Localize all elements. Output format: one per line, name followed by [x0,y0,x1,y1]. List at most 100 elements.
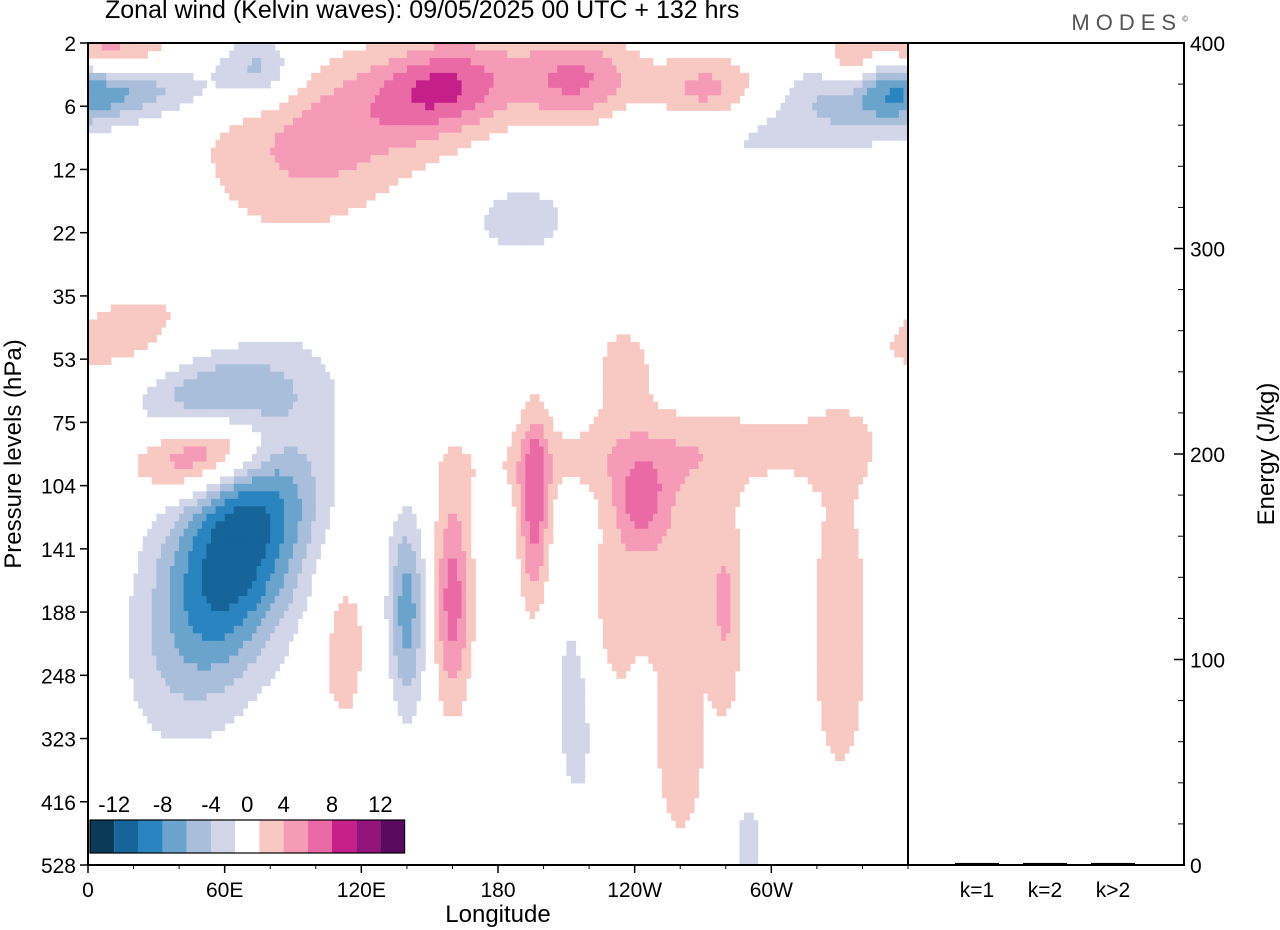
heatmap-cell [315,132,321,141]
heatmap-cell [261,543,267,552]
heatmap-cell [903,117,909,126]
heatmap-cell [889,110,895,119]
heatmap-cell [625,341,631,350]
heatmap-cell [602,95,608,104]
heatmap-cell [124,304,130,313]
heatmap-cell [466,117,472,126]
heatmap-cell [707,521,713,530]
heatmap-cell [625,558,631,567]
heatmap-cell [279,401,285,410]
heatmap-cell [443,95,449,104]
heatmap-cell [821,439,827,448]
heatmap-cell [570,65,577,74]
heatmap-cell [233,147,239,156]
heatmap-cell [707,80,713,89]
heatmap-cell [384,117,390,126]
heatmap-cell [830,506,836,515]
heatmap-cell [293,506,299,515]
heatmap-cell [215,513,221,522]
heatmap-cell [516,431,522,440]
heatmap-cell [247,566,253,575]
heatmap-cell [393,162,399,171]
heatmap-cell [297,214,303,223]
heatmap-cell [233,543,239,552]
heatmap-cell [607,43,613,52]
heatmap-cell [552,80,558,89]
heatmap-cell [826,536,832,545]
heatmap-cell [539,483,545,492]
heatmap-cell [607,468,613,478]
heatmap-cell [252,424,258,433]
heatmap-cell [716,551,722,560]
heatmap-cell [247,57,253,67]
heatmap-cell [625,371,631,380]
heatmap-cell [402,140,408,149]
heatmap-cell [179,551,185,560]
heatmap-cell [461,468,467,478]
heatmap-cell [279,446,285,455]
heatmap-cell [871,102,877,111]
heatmap-cell [848,424,854,433]
heatmap-cell [183,364,189,373]
heatmap-cell [525,528,531,537]
heatmap-cell [621,409,627,418]
heatmap-cell [689,87,695,96]
heatmap-cell [288,177,294,186]
heatmap-cell [903,87,909,96]
heatmap-cell [233,371,239,380]
heatmap-cell [356,50,362,59]
heatmap-cell [848,416,854,425]
heatmap-cell [420,162,426,171]
heatmap-cell [880,43,886,52]
heatmap-cell [689,506,695,515]
heatmap-cell [315,536,321,545]
heatmap-cell [529,566,536,575]
heatmap-cell [160,543,167,552]
heatmap-cell [830,110,836,119]
heatmap-cell [229,506,235,515]
heatmap-cell [639,65,645,74]
heatmap-cell [397,155,403,164]
heatmap-cell [712,491,718,500]
heatmap-cell [375,50,381,59]
heatmap-cell [611,43,618,52]
heatmap-cell [97,80,103,89]
heatmap-cell [160,521,167,530]
heatmap-cell [347,80,353,89]
heatmap-cell [447,102,454,111]
heatmap-cell [320,117,326,126]
heatmap-cell [652,401,659,410]
heatmap-cell [707,536,713,545]
heatmap-cell [570,461,577,470]
heatmap-cell [288,476,294,485]
heatmap-cell [288,431,294,440]
heatmap-cell [370,170,376,179]
heatmap-cell [502,117,508,126]
heatmap-cell [261,170,267,179]
heatmap-cell [575,65,581,74]
heatmap-cell [493,65,499,74]
heatmap-cell [707,566,713,575]
heatmap-cell [242,536,249,545]
heatmap-cell [343,170,349,179]
heatmap-cell [488,110,495,119]
heatmap-cell [520,498,526,507]
heatmap-cell [92,319,98,328]
heatmap-cell [211,506,217,515]
heatmap-cell [703,521,709,530]
heatmap-cell [247,341,253,350]
heatmap-cell [311,170,317,179]
heatmap-cell [133,87,139,96]
heatmap-cell [238,50,244,59]
heatmap-cell [502,207,508,216]
heatmap-cell [598,454,604,463]
heatmap-cell [311,95,317,104]
heatmap-cell [693,416,700,425]
heatmap-cell [675,536,681,545]
heatmap-cell [543,454,549,463]
heatmap-cell [224,379,230,388]
heatmap-cell [215,446,221,455]
heatmap-cell [101,319,107,328]
heatmap-cell [543,476,549,485]
heatmap-cell [602,371,608,380]
